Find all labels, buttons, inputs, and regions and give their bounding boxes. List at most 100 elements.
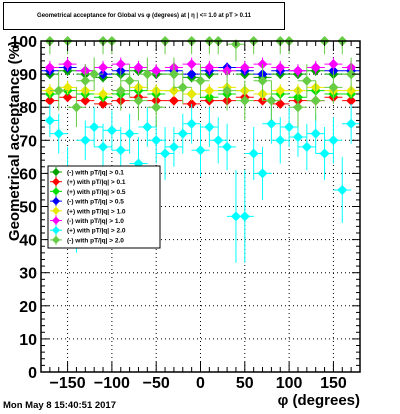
x-tick-label: 0 [196, 375, 205, 392]
data-point [168, 69, 179, 80]
data-point [133, 62, 144, 73]
data-point [257, 168, 268, 179]
data-point [222, 85, 233, 96]
data-point [80, 75, 91, 86]
data-point [106, 125, 117, 136]
data-point [248, 148, 259, 159]
data-point [204, 122, 215, 133]
legend-box [47, 165, 161, 249]
y-tick-label: 50 [19, 200, 37, 217]
data-point [346, 118, 357, 129]
timestamp: Mon May 8 15:40:51 2017 [3, 400, 117, 411]
y-tick-label: 60 [19, 166, 37, 183]
data-point [98, 98, 109, 109]
y-tick-label: 100 [10, 34, 37, 51]
data-point [142, 69, 153, 80]
y-tick-label: 10 [19, 332, 37, 349]
legend-marker [52, 216, 60, 225]
data-point [301, 141, 312, 152]
data-point [151, 102, 162, 113]
data-point [89, 69, 100, 80]
data-point [328, 59, 339, 70]
data-point [275, 98, 286, 109]
y-tick-label: 30 [19, 266, 37, 283]
data-point [177, 128, 188, 139]
legend-label: (+) with pT/|q| > 0.1 [67, 179, 126, 186]
legend-marker [52, 226, 60, 235]
data-point [275, 62, 286, 73]
data-point [257, 75, 268, 86]
data-point [151, 135, 162, 146]
data-point [53, 85, 64, 96]
data-point [44, 95, 55, 106]
data-point [239, 211, 250, 222]
data-point [266, 95, 277, 106]
data-point [133, 95, 144, 106]
data-point [53, 128, 64, 139]
data-point [337, 184, 348, 195]
data-point [204, 85, 215, 96]
legend-label: (-) with pT/|q| > 0.1 [67, 170, 124, 177]
data-point [124, 128, 135, 139]
data-point [151, 65, 162, 76]
data-point [177, 82, 188, 93]
data-point [80, 135, 91, 146]
y-tick-label: 0 [28, 365, 37, 382]
data-point [62, 92, 73, 103]
data-point [186, 118, 197, 129]
data-point [142, 122, 153, 133]
legend-marker [52, 206, 60, 215]
y-axis-label: Geometrical acceptance (%) [6, 41, 23, 241]
legend-label: (-) with pT/|q| > 2.0 [67, 237, 124, 244]
data-point [115, 85, 126, 96]
data-point [115, 59, 126, 70]
data-point [346, 95, 357, 106]
legend-label: (+) with pT/|q| > 1.0 [67, 208, 126, 215]
data-point [115, 145, 126, 156]
data-point [98, 88, 109, 99]
data-point [195, 75, 206, 86]
data-point [62, 82, 73, 93]
data-point [328, 82, 339, 93]
data-point [98, 141, 109, 152]
data-point [44, 62, 55, 73]
data-point [186, 59, 197, 70]
x-tick-label: −50 [143, 375, 170, 392]
data-point [222, 141, 233, 152]
legend-marker [52, 187, 60, 196]
data-point [266, 118, 277, 129]
data-point [284, 122, 295, 133]
x-tick-label: 50 [236, 375, 254, 392]
data-point [213, 135, 224, 146]
legend-label: (+) with pT/|q| > 2.0 [67, 228, 126, 235]
data-point [204, 62, 215, 73]
y-tick-label: 70 [19, 133, 37, 150]
data-point [301, 75, 312, 86]
data-point [310, 95, 321, 106]
y-tick-label: 90 [19, 67, 37, 84]
data-point [319, 148, 330, 159]
data-point [160, 148, 171, 159]
legend-marker [52, 168, 60, 176]
data-point [89, 122, 100, 133]
data-point [310, 128, 321, 139]
data-point [168, 141, 179, 152]
data-point [292, 65, 303, 76]
data-point [328, 135, 339, 146]
y-tick-label: 20 [19, 299, 37, 316]
data-point [239, 62, 250, 73]
x-tick-label: 150 [320, 375, 347, 392]
data-point [186, 69, 197, 80]
title-box: Geometrical acceptance for Global vs φ (… [3, 2, 285, 30]
data-point [80, 95, 91, 106]
x-tick-label: −150 [50, 375, 86, 392]
legend-label: (-) with pT/|q| > 0.5 [67, 199, 124, 206]
x-axis-label: φ (degrees) [278, 392, 360, 409]
data-point [98, 62, 109, 73]
data-point [275, 135, 286, 146]
data-point [124, 75, 135, 86]
y-tick-label: 80 [19, 100, 37, 117]
data-point [292, 102, 303, 113]
